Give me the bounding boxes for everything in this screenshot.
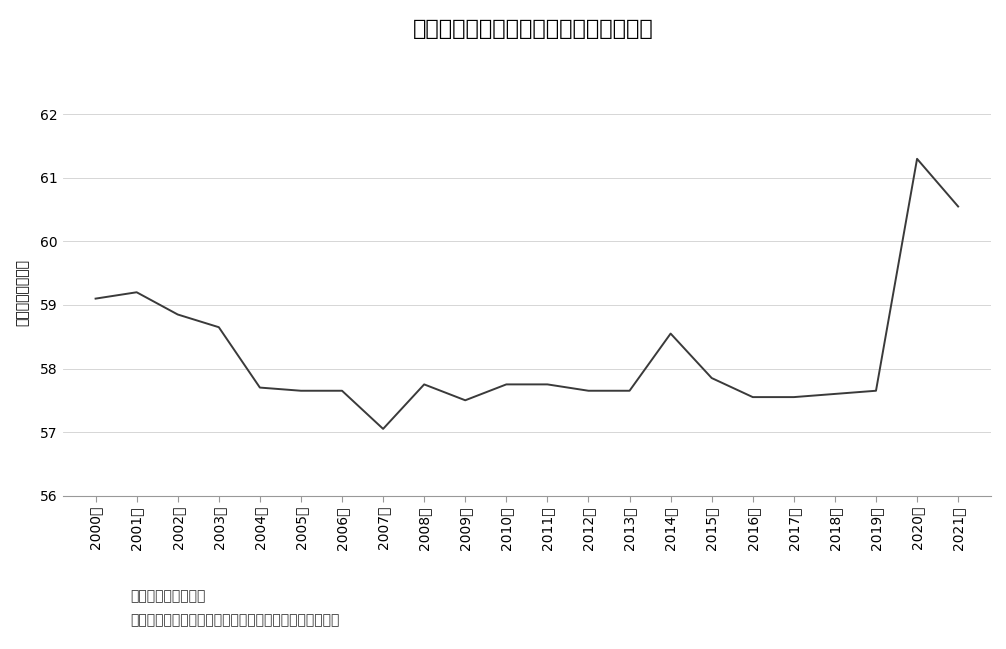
Text: 出所：総務省のデータをもとにニッセイ基礎研究所作成: 出所：総務省のデータをもとにニッセイ基礎研究所作成 <box>131 613 340 628</box>
Text: 注：二人以上の世帯: 注：二人以上の世帯 <box>131 589 206 604</box>
Text: 図表７：消費支出に占める財消費の割合: 図表７：消費支出に占める財消費の割合 <box>412 19 654 40</box>
Y-axis label: 財消費割合（％）: 財消費割合（％） <box>15 259 29 326</box>
